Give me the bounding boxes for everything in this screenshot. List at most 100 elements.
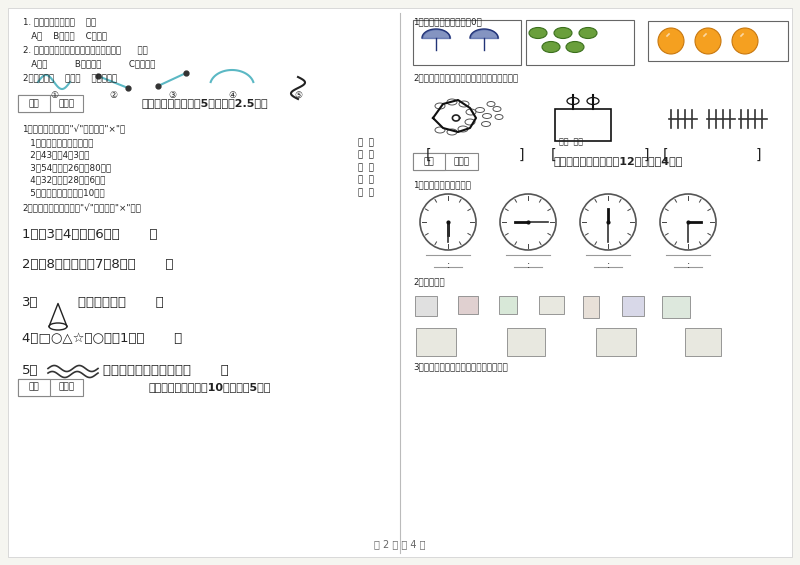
Text: 第 2 页 共 4 页: 第 2 页 共 4 页 xyxy=(374,539,426,549)
Text: 七、看图说话（本题共12分，每题4分）: 七、看图说话（本题共12分，每题4分） xyxy=(554,157,682,167)
Text: ④: ④ xyxy=(228,91,236,100)
Ellipse shape xyxy=(542,41,560,53)
Bar xyxy=(622,296,644,316)
Text: 3、54元减去26元是80元。: 3、54元减去26元是80元。 xyxy=(22,163,111,172)
Bar xyxy=(526,20,634,65)
Text: 得分: 得分 xyxy=(424,157,434,166)
Bar xyxy=(458,296,478,314)
Ellipse shape xyxy=(466,109,476,115)
Text: 十位  个位: 十位 个位 xyxy=(559,137,583,146)
Bar xyxy=(539,296,564,314)
Ellipse shape xyxy=(435,103,445,109)
Text: （  ）: （ ） xyxy=(358,150,374,159)
Text: 1、判断题（对的大"√"，错的大"×"）: 1、判断题（对的大"√"，错的大"×"） xyxy=(22,125,126,134)
Text: 1、最小人民币币值是角。: 1、最小人民币币值是角。 xyxy=(22,138,94,147)
Ellipse shape xyxy=(554,28,572,38)
Ellipse shape xyxy=(49,323,67,330)
Bar xyxy=(413,20,521,65)
Bar xyxy=(416,328,456,356)
Ellipse shape xyxy=(495,115,503,120)
Text: 1、数一数，面相对应的0。: 1、数一数，面相对应的0。 xyxy=(413,17,482,26)
Text: 1、比3多4的数是6。（       ）: 1、比3多4的数是6。（ ） xyxy=(22,228,158,241)
Bar xyxy=(662,296,690,318)
Bar xyxy=(413,153,478,170)
Ellipse shape xyxy=(579,28,597,38)
Text: ③: ③ xyxy=(168,91,176,100)
Ellipse shape xyxy=(447,129,457,135)
Text: （  ）: （ ） xyxy=(358,163,374,172)
Ellipse shape xyxy=(587,98,599,105)
Ellipse shape xyxy=(529,28,547,38)
Ellipse shape xyxy=(435,127,445,133)
Text: 2、与8相邻的数是7和8。（       ）: 2、与8相邻的数是7和8。（ ） xyxy=(22,259,174,272)
Circle shape xyxy=(500,194,556,250)
Text: 六、数一数（本题共10分，每题5分）: 六、数一数（本题共10分，每题5分） xyxy=(149,382,271,392)
Text: 5、最大人民币币值是10元。: 5、最大人民币币值是10元。 xyxy=(22,188,105,197)
Ellipse shape xyxy=(475,107,485,112)
Text: 3、: 3、 xyxy=(22,297,38,310)
Text: [                    ]: [ ] xyxy=(426,148,525,162)
Bar xyxy=(499,296,517,314)
Bar xyxy=(685,328,721,356)
Text: 2、你能看图写数吗？越快越好，但别写错。: 2、你能看图写数吗？越快越好，但别写错。 xyxy=(413,73,518,82)
Circle shape xyxy=(420,194,476,250)
Text: 得分: 得分 xyxy=(29,99,39,108)
Bar xyxy=(415,296,437,316)
Ellipse shape xyxy=(566,41,584,53)
Text: 2、小法官判案（对的打"√"，错的打"×"）。: 2、小法官判案（对的打"√"，错的打"×"）。 xyxy=(22,205,141,214)
Text: 4、32分加上28分是6角。: 4、32分加上28分是6角。 xyxy=(22,176,106,185)
Text: 4、□○△☆，○排第1。（       ）: 4、□○△☆，○排第1。（ ） xyxy=(22,332,182,345)
Text: 2. 用同样长的四根小棒正好可拼成一个（      ）。: 2. 用同样长的四根小棒正好可拼成一个（ ）。 xyxy=(23,45,148,54)
Ellipse shape xyxy=(465,119,475,125)
Text: 评卷人: 评卷人 xyxy=(59,383,75,392)
Ellipse shape xyxy=(487,102,495,106)
Text: :: : xyxy=(446,260,450,270)
Circle shape xyxy=(732,28,758,54)
Ellipse shape xyxy=(493,106,501,111)
Text: 5、: 5、 xyxy=(22,363,38,376)
Text: （  ）: （ ） xyxy=(358,188,374,197)
Text: 评卷人: 评卷人 xyxy=(454,157,470,166)
Bar xyxy=(18,95,83,112)
Circle shape xyxy=(695,28,721,54)
Bar xyxy=(648,21,788,61)
Bar xyxy=(555,109,611,141)
Ellipse shape xyxy=(567,98,579,105)
Text: 2、下图中（    ）和（    ）是线段。: 2、下图中（ ）和（ ）是线段。 xyxy=(23,73,117,82)
Bar xyxy=(596,328,636,356)
Ellipse shape xyxy=(482,121,490,127)
Ellipse shape xyxy=(447,99,457,105)
Text: 1. 数学书的封面是（    ）。: 1. 数学书的封面是（ ）。 xyxy=(23,17,96,26)
Text: 不是圆柱。（       ）: 不是圆柱。（ ） xyxy=(78,297,164,310)
Text: :: : xyxy=(526,260,530,270)
Text: （  ）: （ ） xyxy=(358,176,374,185)
Circle shape xyxy=(660,194,716,250)
Circle shape xyxy=(580,194,636,250)
Text: A圆    B长方形    C正方形: A圆 B长方形 C正方形 xyxy=(23,31,107,40)
Text: [                    ]: [ ] xyxy=(551,148,650,162)
Text: ②: ② xyxy=(109,91,117,100)
Text: 评卷人: 评卷人 xyxy=(59,99,75,108)
Ellipse shape xyxy=(459,101,469,107)
Text: [                    ]: [ ] xyxy=(663,148,762,162)
Circle shape xyxy=(658,28,684,54)
Bar xyxy=(413,153,445,170)
Text: :: : xyxy=(686,260,690,270)
Ellipse shape xyxy=(458,126,468,132)
Text: A、圆          B、正方形          C、长方形: A、圆 B、正方形 C、长方形 xyxy=(23,59,155,68)
Bar xyxy=(507,328,545,356)
Text: 1、写出钟面上的时刻。: 1、写出钟面上的时刻。 xyxy=(413,180,471,189)
Bar xyxy=(583,296,599,318)
Text: 五、对与错（本题共5分，每题2.5分）: 五、对与错（本题共5分，每题2.5分） xyxy=(142,98,268,108)
Text: ①: ① xyxy=(50,91,58,100)
Text: 2、连一连。: 2、连一连。 xyxy=(413,277,445,286)
Text: 3、想一想，画一画（学会辨别方向）。: 3、想一想，画一画（学会辨别方向）。 xyxy=(413,362,508,371)
Bar xyxy=(18,379,50,395)
Text: :: : xyxy=(606,260,610,270)
Text: 得分: 得分 xyxy=(29,383,39,392)
Bar xyxy=(18,95,50,112)
Bar xyxy=(18,379,83,395)
Text: （  ）: （ ） xyxy=(358,138,374,147)
Text: 2、43分是4角3分。: 2、43分是4角3分。 xyxy=(22,150,90,159)
Text: 这两根绳子不一样长。（       ）: 这两根绳子不一样长。（ ） xyxy=(103,363,229,376)
